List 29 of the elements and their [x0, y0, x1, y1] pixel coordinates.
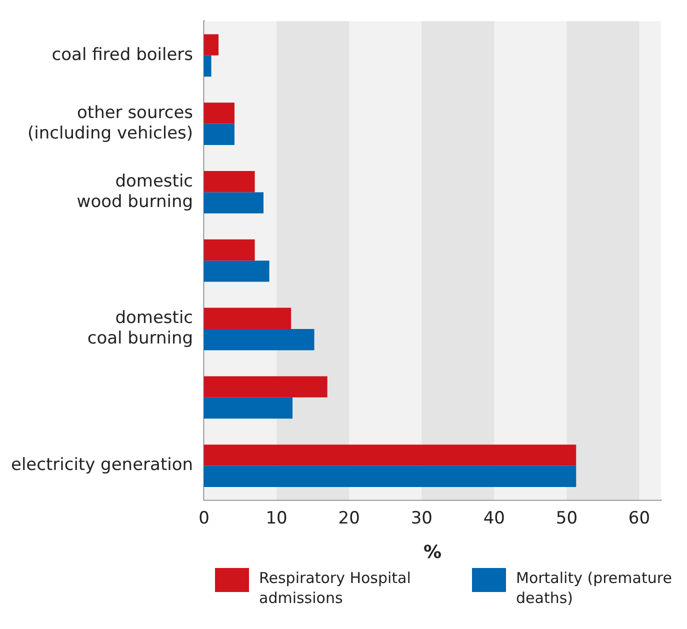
bar [204, 329, 314, 350]
bar [204, 308, 292, 329]
x-tick-label: 50 [556, 508, 578, 529]
bar [204, 192, 264, 214]
bar [204, 444, 576, 466]
bar [204, 34, 219, 56]
x-tick-label: 0 [198, 508, 210, 529]
y-tick-label: domestic coal burning [87, 308, 194, 349]
bar [204, 239, 255, 261]
y-tick-label: other sources (including vehicles) [28, 103, 194, 144]
y-tick-label: coal fired boilers [52, 44, 194, 65]
bar [204, 376, 328, 398]
x-tick-label: 40 [483, 508, 505, 529]
y-tick-label: domestic wood burning [76, 171, 194, 212]
bar [204, 124, 234, 146]
bar [204, 260, 270, 282]
x-tick-label: 30 [410, 508, 432, 529]
bar [204, 466, 576, 488]
bar [204, 170, 255, 192]
x-tick-label: 20 [338, 508, 360, 529]
x-axis-title: % [423, 542, 442, 563]
x-tick-label: 60 [628, 508, 650, 529]
y-tick-label: electricity generation [10, 455, 194, 476]
legend-label: Mortality (premature deaths) [516, 568, 673, 608]
bar [204, 397, 293, 419]
x-tick-label: 10 [266, 508, 288, 529]
bar [204, 55, 212, 77]
legend-label: Respiratory Hospital admissions [259, 568, 412, 608]
bar [204, 102, 234, 124]
